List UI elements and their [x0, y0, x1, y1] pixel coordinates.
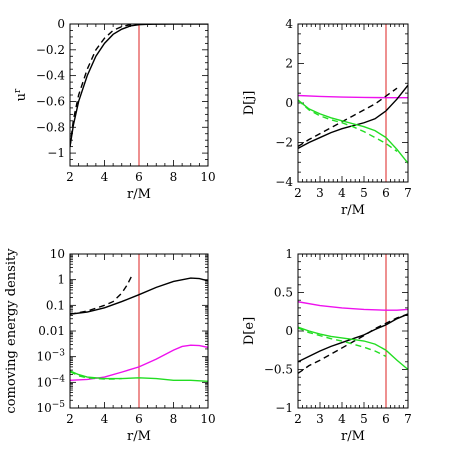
- y-tick-label: 4: [285, 17, 293, 31]
- series-magenta-solid-line: [298, 301, 408, 311]
- y-tick-label: 1: [285, 247, 293, 261]
- y-tick-label: 0: [285, 324, 293, 338]
- y-tick-label: −0.5: [264, 363, 293, 377]
- y-tick-label: −0.4: [36, 69, 66, 83]
- x-axis-label: r/M: [127, 187, 151, 202]
- x-axis-label: r/M: [341, 203, 365, 218]
- y-tick-label: 1: [57, 273, 65, 287]
- series-magenta-solid-line: [298, 94, 408, 99]
- x-tick-label: 6: [135, 412, 143, 426]
- panel-ur: 2 4 6 8 10 0 −0.2 −0.4 −0.6 −0.8 −1 r/M ur: [13, 17, 216, 202]
- y-tick-label: −1: [275, 401, 293, 415]
- x-tick-label: 8: [170, 170, 178, 184]
- x-tick-label: 3: [316, 412, 324, 426]
- panel-De: 2 3 4 5 6 7 1 0.5 0 −0.5 −1 r/M D[e]: [242, 247, 412, 444]
- x-tick-label: 8: [170, 412, 178, 426]
- y-tick-label: 2: [285, 57, 293, 71]
- y-tick-label: 10−5: [36, 400, 65, 415]
- series-black-solid-line: [70, 277, 208, 315]
- y-tick-label: 0.01: [38, 324, 65, 338]
- x-axis-label: r/M: [341, 429, 365, 444]
- y-axis-label: ur: [13, 88, 29, 101]
- x-tick-label: 4: [101, 170, 109, 184]
- series-black-solid-line: [298, 84, 408, 150]
- x-tick-label: 7: [404, 412, 412, 426]
- y-tick-label: −0.8: [36, 120, 65, 134]
- y-axis-label: D[j]: [242, 91, 257, 116]
- series-group: [298, 84, 408, 164]
- x-tick-label: 6: [382, 412, 390, 426]
- y-tick-label: −0.2: [36, 43, 65, 57]
- x-tick-label: 2: [294, 412, 302, 426]
- series-black-dashed-line: [298, 87, 398, 148]
- x-tick-label: 2: [66, 412, 74, 426]
- y-tick-label: 0.5: [274, 286, 293, 300]
- x-tick-label: 3: [316, 186, 324, 200]
- x-tick-label: 5: [360, 186, 368, 200]
- x-tick-label: 4: [338, 412, 346, 426]
- plot-frame: [69, 23, 209, 167]
- series-black-dashed-line: [298, 313, 408, 374]
- plot-frame: [69, 253, 209, 409]
- series-black-solid-line: [298, 313, 408, 363]
- series-group: [70, 274, 208, 382]
- series-group: [298, 301, 408, 374]
- plot-frame: [297, 253, 409, 409]
- x-axis-label: r/M: [127, 429, 151, 444]
- x-tick-label: 10: [200, 170, 215, 184]
- y-tick-label: 0.1: [46, 298, 65, 312]
- series-black-dashed-line: [70, 24, 157, 147]
- x-tick-label: 2: [66, 170, 74, 184]
- plot-frame: [297, 23, 409, 183]
- y-tick-label: 0: [57, 17, 65, 31]
- series-green-solid-line: [298, 326, 408, 371]
- x-tick-label: 6: [382, 186, 390, 200]
- y-tick-label: 10−4: [36, 374, 65, 389]
- y-tick-label: 0: [285, 96, 293, 110]
- series-black-dashed-line: [70, 274, 133, 315]
- x-tick-label: 4: [101, 412, 109, 426]
- series-green-dashed-line: [298, 327, 387, 358]
- y-tick-label: −0.6: [36, 94, 65, 108]
- series-green-solid-line: [298, 99, 408, 164]
- y-axis-label: comoving energy density: [4, 248, 19, 414]
- panel-density: 2 4 6 8 10 10 1 0.1 0.01 10−3 10−4 10−5 r/M comoving …: [4, 247, 216, 444]
- series-green-dashed-line: [298, 99, 398, 152]
- x-tick-label: 2: [294, 186, 302, 200]
- x-tick-label: 4: [338, 186, 346, 200]
- x-tick-label: 6: [135, 170, 143, 184]
- y-tick-label: −4: [275, 175, 293, 189]
- x-tick-label: 10: [200, 412, 215, 426]
- y-tick-label: 10−3: [36, 349, 65, 364]
- y-tick-label: 10: [50, 247, 65, 261]
- y-tick-label: −1: [47, 146, 65, 160]
- x-tick-label: 7: [404, 186, 412, 200]
- series-green-solid-line: [70, 370, 208, 382]
- x-tick-label: 5: [360, 412, 368, 426]
- series-green-dashed-line: [70, 371, 122, 380]
- y-tick-label: −2: [275, 136, 293, 150]
- y-axis-label: D[e]: [242, 317, 257, 345]
